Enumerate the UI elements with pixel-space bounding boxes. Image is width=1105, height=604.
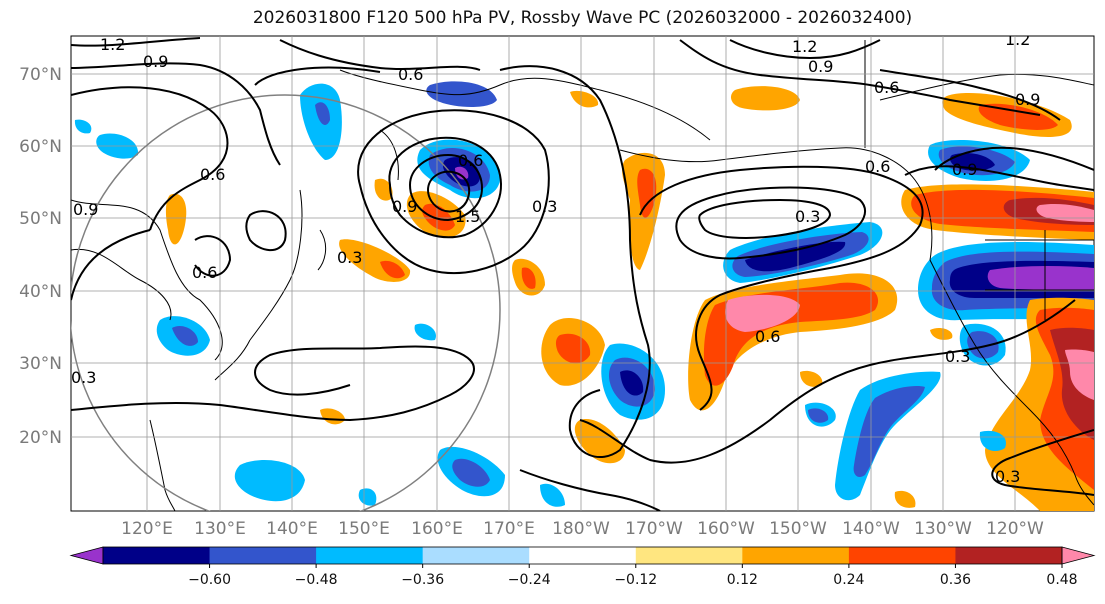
contour-label: 0.6	[200, 165, 225, 184]
colorbar-frame	[102, 546, 1063, 565]
lat-label: 30°N	[19, 354, 62, 374]
map-title: 2026031800 F120 500 hPa PV, Rossby Wave …	[252, 8, 913, 28]
colorbar-segment	[103, 547, 211, 564]
lat-label: 60°N	[19, 137, 62, 157]
colorbar-tick-label: −0.36	[401, 572, 444, 588]
lon-label: 130°W	[914, 519, 972, 539]
colorbar-segment	[848, 547, 956, 564]
contour-label: 0.9	[73, 200, 98, 219]
colorbar-tick-label: 0.48	[1046, 572, 1077, 588]
lon-label: 170°W	[625, 519, 683, 539]
contour-label: 0.6	[755, 327, 780, 346]
contour-label: 0.3	[71, 368, 96, 387]
lon-label: 160°E	[411, 519, 463, 539]
contour-label: 1.2	[1005, 30, 1030, 49]
colorbar-extend-min	[69, 546, 104, 565]
latitude-labels: 70°N 60°N 50°N 40°N 30°N 20°N	[19, 65, 62, 448]
lon-label: 160°W	[697, 519, 755, 539]
colorbar-segment	[422, 547, 530, 564]
lat-label: 70°N	[19, 65, 62, 85]
colorbar-segment	[209, 547, 317, 564]
colorbar: −0.60 −0.48 −0.36 −0.24 −0.12 0.12 0.24 0.36 0.4…	[69, 546, 1096, 588]
contour-label: 1.2	[100, 35, 125, 54]
contour-label: 0.6	[458, 151, 483, 170]
contour-label: 1.2	[792, 37, 817, 56]
lon-label: 130°E	[194, 519, 246, 539]
contour-label: 0.9	[1015, 90, 1040, 109]
contour-label: 0.6	[398, 65, 423, 84]
lon-label: 180°W	[552, 519, 610, 539]
colorbar-segment	[316, 547, 424, 564]
contour-label: 0.9	[392, 197, 417, 216]
contour-label: 0.9	[952, 160, 977, 179]
pv-contours	[71, 37, 1094, 511]
coastlines	[71, 40, 1094, 511]
longitude-labels: 120°E 130°E 140°E 150°E 160°E 170°E 180°…	[121, 519, 1044, 539]
colorbar-tick-label: −0.48	[295, 572, 338, 588]
lon-label: 150°W	[769, 519, 827, 539]
contour-label: 0.3	[945, 347, 970, 366]
contour-label: 0.3	[532, 197, 557, 216]
colorbar-tick-label: 0.36	[940, 572, 971, 588]
contour-label: 0.3	[995, 467, 1020, 486]
colorbar-tick-label: 0.24	[833, 572, 864, 588]
lat-label: 40°N	[19, 282, 62, 302]
lon-label: 170°E	[483, 519, 535, 539]
region-circle	[71, 94, 501, 511]
colorbar-segment	[529, 547, 637, 564]
colorbar-segment	[635, 547, 743, 564]
contour-label: 0.3	[337, 248, 362, 267]
lon-label: 140°E	[266, 519, 318, 539]
contour-label: 0.6	[192, 263, 217, 282]
colorbar-tick-label: 0.12	[727, 572, 758, 588]
contour-label: 1.5	[455, 207, 480, 226]
contour-label: 0.9	[143, 52, 168, 71]
contour-label: 0.6	[874, 78, 899, 97]
lat-label: 50°N	[19, 209, 62, 229]
lat-label: 20°N	[19, 428, 62, 448]
contour-label: 0.6	[865, 157, 890, 176]
lon-label: 120°W	[986, 519, 1044, 539]
colorbar-segment	[742, 547, 850, 564]
colorbar-extend-max	[1061, 546, 1096, 565]
colorbar-tick-label: −0.24	[508, 572, 551, 588]
colorbar-segment	[955, 547, 1063, 564]
lon-label: 150°E	[338, 519, 390, 539]
contour-label: 0.3	[795, 207, 820, 226]
colorbar-tick-label: −0.12	[614, 572, 657, 588]
lon-label: 120°E	[121, 519, 173, 539]
contour-labels: 1.2 0.9 0.6 0.6 0.9 0.6 0.9 0.6 0.3 1.5 …	[71, 30, 1040, 486]
lon-label: 140°W	[842, 519, 900, 539]
contour-label: 0.9	[808, 57, 833, 76]
colorbar-tick-label: −0.60	[188, 572, 231, 588]
